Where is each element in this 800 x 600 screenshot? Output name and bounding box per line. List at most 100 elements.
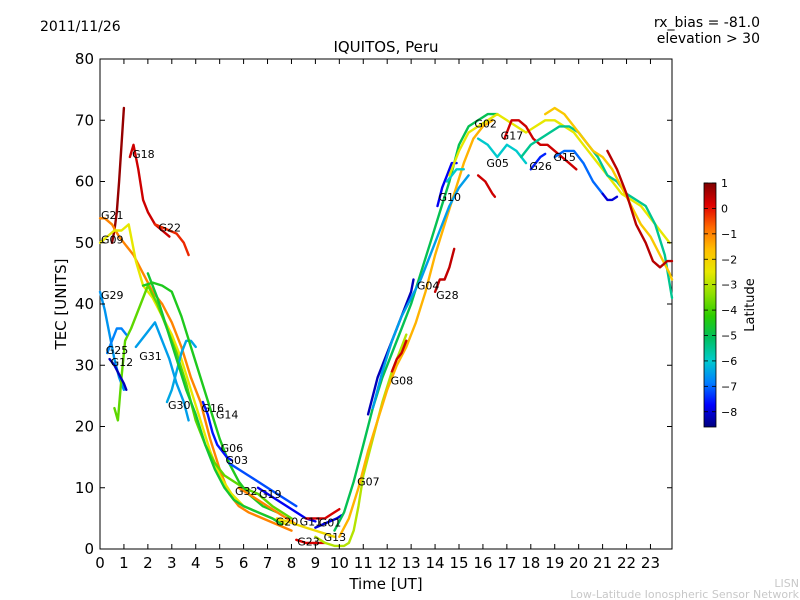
series-label-g22: G22 — [158, 221, 181, 234]
series-label-g01: G01 — [319, 517, 342, 530]
series-line-g15 — [553, 149, 604, 195]
series-label-g30: G30 — [168, 399, 191, 412]
x-tick-label: 6 — [239, 554, 249, 572]
series-line-g18 — [110, 106, 126, 244]
series-label-g04: G04 — [417, 280, 440, 293]
tick-layer: 0 1 2 3 4 5 6 7 8 9 10 11 12 13 14 15 16 17 18 19 20 21 22 2301… — [75, 50, 672, 572]
x-tick-label: 19 — [545, 554, 564, 572]
footer-network: Low-Latitude Ionospheric Sensor Network — [570, 588, 799, 600]
series-label-g09: G09 — [101, 234, 124, 247]
series-label-g21: G21 — [101, 209, 124, 222]
date-label: 2011/11/26 — [40, 19, 121, 35]
series-line-g26 — [520, 125, 674, 300]
series-line-g30 — [165, 339, 197, 404]
series-line-g05 — [476, 174, 497, 198]
series-label-g25: G25 — [106, 344, 129, 357]
series-label-g19: G19 — [259, 488, 282, 501]
series-label-g29: G29 — [101, 289, 124, 302]
series-label-g02: G02 — [474, 117, 497, 130]
colorbar-tick-label: 0 — [721, 202, 728, 215]
series-label-g12: G12 — [111, 356, 134, 369]
colorbar-label: Latitude — [743, 278, 758, 332]
x-tick-label: 10 — [330, 554, 349, 572]
series-line-g30 — [134, 321, 190, 422]
series-line-g26 — [529, 152, 547, 171]
x-tick-label: 18 — [521, 554, 540, 572]
x-tick-label: 8 — [287, 554, 297, 572]
series-line-g11 — [304, 508, 341, 520]
series-line-g25 — [106, 327, 128, 355]
y-tick-label: 50 — [75, 234, 94, 252]
series-line-g31 — [113, 284, 293, 520]
colorbar-tick-label: −4 — [721, 304, 737, 317]
series-line-g16 — [146, 272, 284, 526]
series-label-g28: G28 — [436, 289, 459, 302]
series-line-g20 — [275, 517, 336, 538]
series-label-g20: G20 — [276, 515, 299, 528]
series-label-g14: G14 — [216, 408, 239, 421]
x-tick-label: 1 — [119, 554, 129, 572]
colorbar-ticks: 1 0 −1 −2 −3 −4 −5 −6 −7 −8 — [704, 177, 737, 419]
series-line-g03 — [228, 462, 298, 508]
series-line-g18 — [128, 143, 171, 238]
y-tick-label: 60 — [75, 173, 94, 191]
plot-area: 0 1 2 3 4 5 6 7 8 9 10 11 12 13 14 15 16 17 18 19 20 21 22 2301… — [75, 50, 674, 572]
y-tick-label: 70 — [75, 111, 94, 129]
x-axis-label: Time [UT] — [348, 575, 422, 593]
x-tick-label: 16 — [473, 554, 492, 572]
series-line-g05 — [476, 137, 528, 165]
colorbar-tick-label: −7 — [721, 380, 737, 393]
x-tick-label: 11 — [354, 554, 373, 572]
colorbar-tick-label: −5 — [721, 330, 737, 343]
plot-frame — [99, 58, 673, 550]
series-label-g07: G07 — [357, 476, 380, 489]
x-tick-label: 5 — [215, 554, 225, 572]
x-tick-label: 23 — [641, 554, 660, 572]
series-line-g28 — [433, 247, 456, 293]
elevation-label: elevation > 30 — [657, 31, 760, 47]
y-tick-label: 40 — [75, 295, 94, 313]
series-line-g08 — [338, 119, 494, 538]
x-tick-label: 9 — [311, 554, 321, 572]
x-tick-label: 15 — [449, 554, 468, 572]
series-line-g06 — [201, 400, 233, 462]
y-tick-label: 20 — [75, 418, 94, 436]
y-axis-label: TEC [UNITS] — [52, 259, 70, 351]
series-line-g04 — [371, 174, 470, 410]
footer-lisn: LISN — [774, 577, 799, 590]
series-label-g05: G05 — [486, 157, 509, 170]
series-label-g23: G23 — [297, 536, 320, 549]
series-line-g22 — [153, 223, 190, 257]
series-label-g16: G16 — [202, 402, 225, 415]
series-label-g32: G32 — [235, 485, 258, 498]
series-label-g15: G15 — [553, 151, 576, 164]
x-tick-label: 20 — [569, 554, 588, 572]
x-tick-label: 4 — [191, 554, 201, 572]
series-line-g21 — [98, 217, 293, 532]
x-tick-label: 17 — [497, 554, 516, 572]
series-label-g11: G11 — [300, 515, 323, 528]
colorbar-tick-label: 1 — [721, 177, 728, 190]
y-tick-label: 10 — [75, 479, 94, 497]
colorbar-tick-label: −8 — [721, 406, 737, 419]
series-line-g10 — [445, 168, 465, 183]
series-line-yellow-east — [544, 106, 674, 281]
series-label-g03: G03 — [225, 454, 248, 467]
x-tick-label: 3 — [167, 554, 177, 572]
colorbar-gradient — [703, 182, 717, 428]
colorbar-tick-label: −3 — [721, 279, 737, 292]
series-label-g08: G08 — [391, 375, 414, 388]
series-line-g02 — [448, 112, 671, 244]
series-label-g26: G26 — [529, 160, 552, 173]
series-line-g23 — [295, 538, 327, 545]
y-tick-label: 80 — [75, 50, 94, 68]
series-label-g13: G13 — [324, 531, 347, 544]
colorbar-tick-label: −1 — [721, 228, 737, 241]
rx-bias-label: rx_bias = -81.0 — [654, 15, 760, 31]
y-tick-label: 0 — [84, 540, 94, 558]
x-tick-label: 12 — [378, 554, 397, 572]
y-tick-label: 30 — [75, 356, 94, 374]
series-label-g18: G18 — [132, 148, 155, 161]
